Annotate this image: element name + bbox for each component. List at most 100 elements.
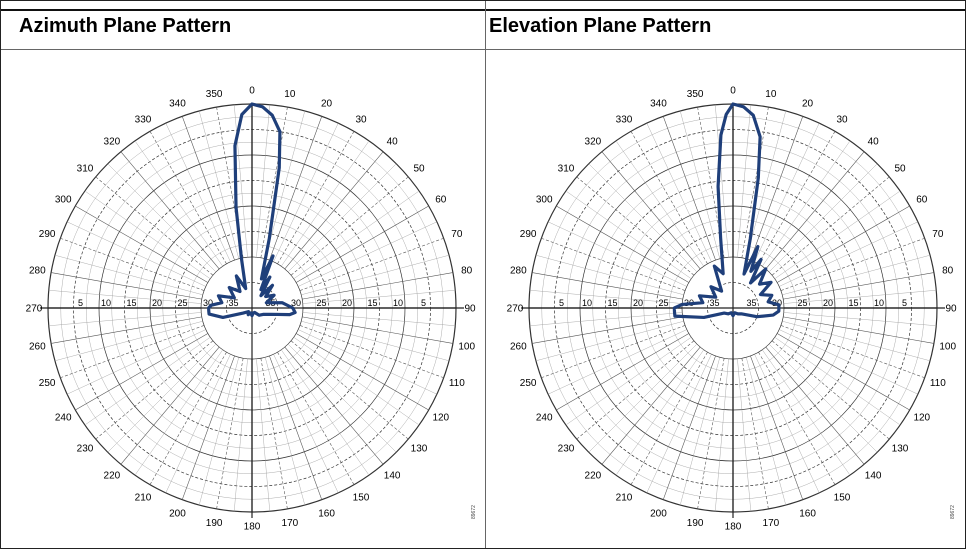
elevation-spoke bbox=[565, 337, 692, 426]
elevation-angle-label-320: 320 bbox=[585, 137, 602, 148]
elevation-radial-label-35: 35 bbox=[746, 298, 756, 308]
elevation-spoke bbox=[588, 163, 698, 273]
azimuth-angle-label-110: 110 bbox=[449, 378, 465, 389]
azimuth-spoke bbox=[296, 205, 429, 283]
azimuth-spoke bbox=[67, 329, 206, 395]
azimuth-spoke bbox=[67, 221, 206, 287]
azimuth-spoke bbox=[120, 346, 220, 465]
elevation-spoke bbox=[746, 357, 786, 506]
azimuth-angle-labels: 0 10 20 30 40 50 60 70 80 90 100 110 120 130 140 150 160… bbox=[26, 86, 476, 533]
azimuth-spoke bbox=[284, 151, 384, 270]
elevation-radial-label-10: 10 bbox=[874, 298, 884, 308]
azimuth-angle-label-30: 30 bbox=[355, 115, 367, 126]
elevation-angle-label-170: 170 bbox=[763, 518, 780, 529]
elevation-spoke bbox=[697, 358, 725, 509]
elevation-spoke bbox=[768, 343, 878, 453]
elevation-spoke bbox=[780, 325, 925, 379]
azimuth-spoke bbox=[84, 190, 211, 279]
azimuth-spoke bbox=[216, 358, 244, 509]
azimuth-spoke bbox=[260, 107, 288, 258]
azimuth-spoke bbox=[199, 357, 239, 506]
elevation-pattern-trace bbox=[672, 102, 781, 320]
azimuth-spoke bbox=[302, 312, 456, 326]
elevation-spoke bbox=[532, 316, 683, 344]
azimuth-spoke bbox=[51, 272, 202, 300]
azimuth-radial-label-35: 35 bbox=[228, 298, 238, 308]
elevation-radial-label-15: 15 bbox=[607, 298, 617, 308]
elevation-radial-label-20: 20 bbox=[823, 298, 833, 308]
elevation-angle-label-230: 230 bbox=[558, 444, 575, 455]
elevation-spoke bbox=[762, 349, 851, 476]
elevation-spoke bbox=[765, 346, 865, 465]
elevation-angle-label-150: 150 bbox=[834, 492, 851, 503]
elevation-angle-label-200: 200 bbox=[650, 508, 667, 519]
elevation-angle-label-280: 280 bbox=[510, 266, 527, 277]
elevation-spoke bbox=[630, 131, 708, 264]
azimuth-spoke bbox=[60, 325, 205, 379]
elevation-angle-label-250: 250 bbox=[520, 378, 537, 389]
elevation-angle-label-80: 80 bbox=[942, 266, 954, 277]
azimuth-spoke bbox=[75, 205, 208, 283]
elevation-angle-label-120: 120 bbox=[913, 413, 930, 424]
azimuth-spoke bbox=[165, 123, 231, 262]
elevation-spoke bbox=[777, 205, 910, 283]
azimuth-spoke bbox=[165, 354, 231, 493]
azimuth-angle-label-40: 40 bbox=[387, 137, 399, 148]
elevation-panel-title: Elevation Plane Pattern bbox=[489, 15, 712, 37]
elevation-radial-label-10: 10 bbox=[582, 298, 592, 308]
azimuth-spoke bbox=[287, 163, 397, 273]
azimuth-spoke bbox=[302, 290, 456, 304]
azimuth-spoke bbox=[265, 357, 305, 506]
azimuth-angle-label-120: 120 bbox=[432, 413, 449, 424]
elevation-angle-label-350: 350 bbox=[687, 89, 704, 100]
azimuth-spoke bbox=[60, 237, 205, 291]
elevation-spoke bbox=[762, 140, 851, 267]
elevation-angle-label-240: 240 bbox=[536, 413, 553, 424]
azimuth-spoke bbox=[277, 131, 355, 264]
azimuth-spoke bbox=[273, 123, 339, 262]
azimuth-angle-label-130: 130 bbox=[411, 444, 428, 455]
azimuth-radial-label-25: 25 bbox=[177, 298, 187, 308]
azimuth-angle-label-290: 290 bbox=[39, 229, 56, 240]
azimuth-angle-label-230: 230 bbox=[77, 444, 94, 455]
elevation-figure-id: 89672 bbox=[950, 505, 956, 519]
elevation-grid bbox=[521, 103, 945, 518]
elevation-radial-label-5: 5 bbox=[559, 298, 564, 308]
elevation-radial-label-25: 25 bbox=[797, 298, 807, 308]
azimuth-angle-label-260: 260 bbox=[29, 341, 46, 352]
elevation-angle-label-100: 100 bbox=[939, 341, 956, 352]
azimuth-spoke bbox=[287, 343, 397, 453]
azimuth-spoke bbox=[265, 110, 305, 259]
elevation-spoke bbox=[746, 110, 786, 259]
azimuth-spoke bbox=[269, 116, 323, 261]
elevation-spoke bbox=[541, 325, 686, 379]
elevation-spoke bbox=[782, 255, 931, 295]
elevation-spoke bbox=[779, 221, 918, 287]
elevation-angle-label-140: 140 bbox=[865, 471, 882, 482]
azimuth-angle-label-190: 190 bbox=[206, 518, 223, 529]
azimuth-spoke bbox=[120, 151, 220, 270]
elevation-spoke bbox=[783, 312, 937, 326]
azimuth-angle-label-240: 240 bbox=[55, 413, 72, 424]
azimuth-spoke bbox=[256, 104, 270, 258]
elevation-spoke bbox=[741, 358, 769, 509]
azimuth-angle-label-210: 210 bbox=[135, 492, 152, 503]
azimuth-spoke bbox=[260, 358, 288, 509]
elevation-spoke bbox=[715, 104, 729, 258]
azimuth-spoke bbox=[149, 352, 227, 485]
azimuth-angle-label-100: 100 bbox=[458, 341, 475, 352]
azimuth-angle-label-200: 200 bbox=[169, 508, 186, 519]
azimuth-spoke bbox=[296, 333, 429, 411]
azimuth-spoke bbox=[281, 140, 370, 267]
azimuth-angle-label-70: 70 bbox=[451, 229, 463, 240]
azimuth-spoke bbox=[298, 221, 437, 287]
elevation-radial-label-15: 15 bbox=[848, 298, 858, 308]
elevation-spoke bbox=[615, 349, 704, 476]
azimuth-radial-label-20: 20 bbox=[152, 298, 162, 308]
elevation-spoke bbox=[646, 123, 712, 262]
elevation-spoke bbox=[601, 151, 701, 270]
elevation-spoke bbox=[771, 176, 890, 276]
azimuth-spoke bbox=[269, 355, 323, 500]
elevation-angle-label-0: 0 bbox=[730, 86, 736, 97]
azimuth-spoke bbox=[293, 337, 420, 426]
